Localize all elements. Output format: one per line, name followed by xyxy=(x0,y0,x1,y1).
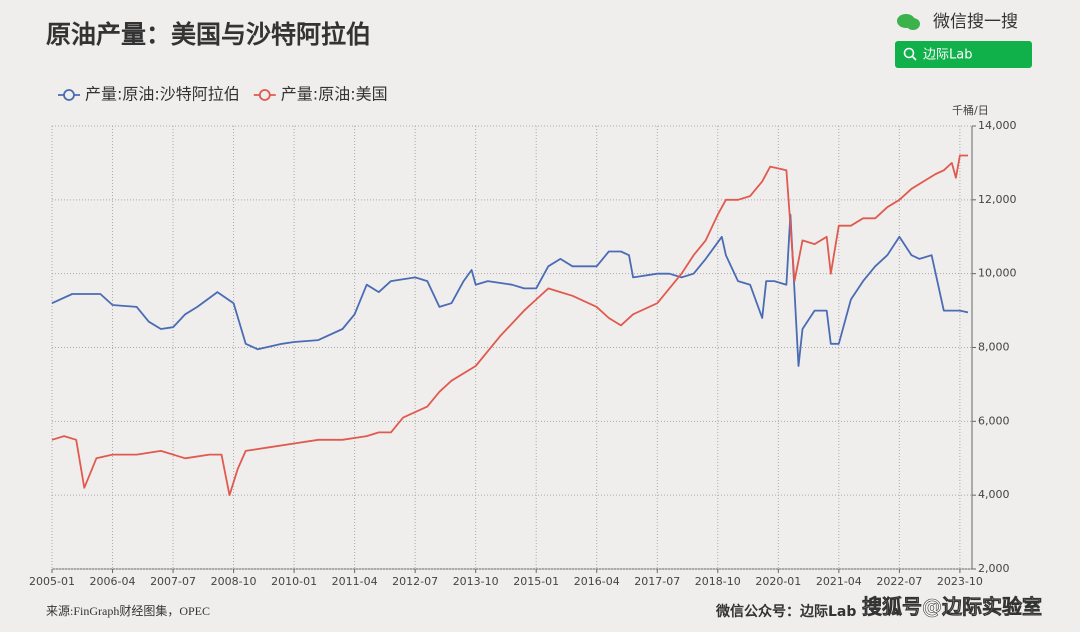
watermark: 搜狐号@边际实验室 xyxy=(862,595,1042,619)
legend-label: 产量:原油:沙特阿拉伯 xyxy=(85,85,240,104)
x-tick-label: 2017-07 xyxy=(634,575,680,588)
x-tick-label: 2006-04 xyxy=(90,575,136,588)
x-tick-label: 2018-10 xyxy=(695,575,741,588)
x-tick-label: 2011-04 xyxy=(332,575,378,588)
y-tick-label: 6,000 xyxy=(978,414,1010,427)
x-tick-label: 2021-04 xyxy=(816,575,862,588)
series-line xyxy=(51,154,968,497)
footer: 微信公众号：边际Lab xyxy=(715,603,856,620)
series-line xyxy=(51,213,969,367)
x-tick-label: 2013-10 xyxy=(453,575,499,588)
legend-label: 产量:原油:美国 xyxy=(281,85,388,104)
search-box[interactable] xyxy=(895,41,1032,68)
y-tick-label: 10,000 xyxy=(978,267,1017,280)
x-tick-label: 2020-01 xyxy=(755,575,801,588)
source: 来源:FinGraph财经图集，OPEC xyxy=(46,603,210,618)
y-tick-label: 2,000 xyxy=(978,562,1010,575)
x-tick-label: 2012-07 xyxy=(392,575,438,588)
chart-title: 原油产量：美国与沙特阿拉伯 xyxy=(46,20,371,49)
x-tick-label: 2008-10 xyxy=(211,575,257,588)
x-tick-label: 2015-01 xyxy=(513,575,559,588)
search-icon xyxy=(903,47,915,59)
y-tick-label: 14,000 xyxy=(978,119,1017,132)
x-tick-label: 2023-10 xyxy=(937,575,983,588)
x-tick-label: 2010-01 xyxy=(271,575,317,588)
y-tick-label: 4,000 xyxy=(978,488,1010,501)
search-brand: 微信搜一搜 xyxy=(897,12,1018,32)
y-tick-label: 8,000 xyxy=(978,341,1010,354)
y-axis-unit: 千桶/日 xyxy=(952,103,989,117)
plot-area: 2,000 4,000 6,000 8,000 10,000 12,000 14,000 20… xyxy=(29,119,1016,588)
legend-marker xyxy=(258,89,271,101)
x-tick-label: 2016-04 xyxy=(574,575,620,588)
y-tick-label: 12,000 xyxy=(978,193,1017,206)
legend-marker xyxy=(63,89,75,101)
x-tick-label: 2007-07 xyxy=(150,575,196,588)
x-tick-label: 2005-01 xyxy=(29,575,75,588)
x-tick-label: 2022-07 xyxy=(876,575,922,588)
legend: 产量:原油:沙特阿拉伯 产量:原油:美国 xyxy=(58,85,388,104)
search-brand-text: 微信搜一搜 xyxy=(933,12,1018,32)
search-query[interactable]: 边际Lab xyxy=(923,48,972,63)
search-icon xyxy=(911,55,917,61)
